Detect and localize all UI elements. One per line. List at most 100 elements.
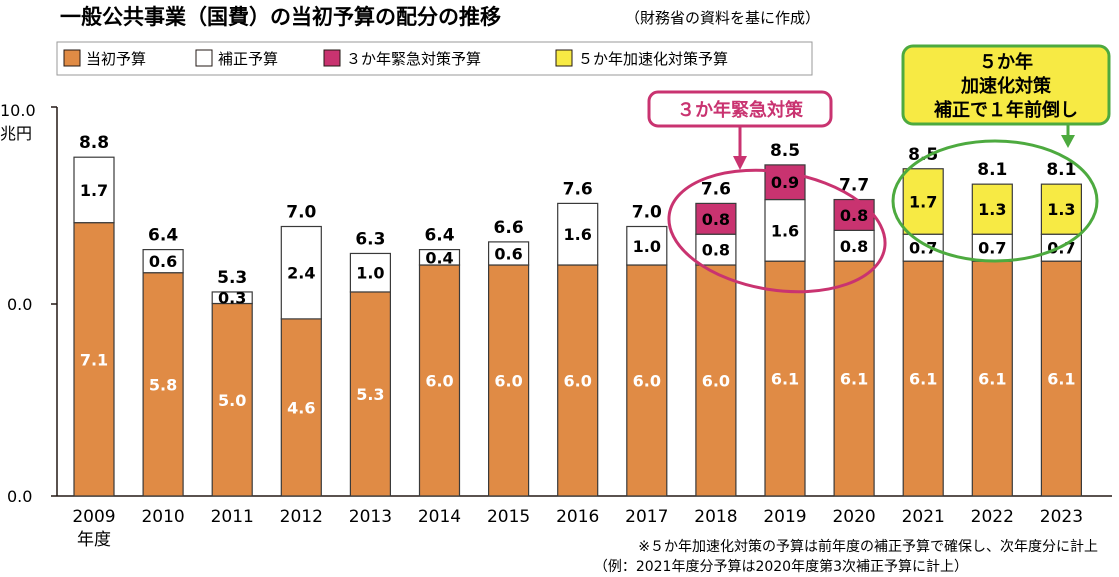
legend-label-0: 当初予算 <box>86 50 146 68</box>
bar-2016-series-1 <box>557 202 599 266</box>
bar-2020-series-2 <box>833 198 875 231</box>
bar-label-2023-series-3: 1.3 <box>1047 200 1075 219</box>
bar-label-2021-series-1: 0.7 <box>909 239 937 258</box>
accel-callout-line-2: 加速化対策 <box>960 75 1052 97</box>
bar-total-2017: 7.0 <box>632 203 662 223</box>
legend-swatch-0 <box>63 49 81 67</box>
x-tick-2009: 2009 <box>72 507 115 527</box>
bar-label-2022-series-0: 6.1 <box>978 370 1006 389</box>
bar-total-2009: 8.8 <box>79 133 109 153</box>
legend-label-3: ５か年加速化対策予算 <box>578 50 728 68</box>
bar-2020-series-0 <box>833 260 875 497</box>
bar-2014-series-1 <box>418 249 461 266</box>
x-tick-2010: 2010 <box>141 507 184 527</box>
legend-swatch-2 <box>323 49 341 67</box>
bar-label-2015-series-0: 6.0 <box>494 372 522 391</box>
legend: 当初予算 補正予算 ３か年緊急対策予算 ５か年加速化対策予算 <box>63 49 728 68</box>
chart-subtitle: （財務省の資料を基に作成） <box>625 9 820 27</box>
bar-label-2021-series-0: 6.1 <box>909 370 937 389</box>
bar-label-2012-series-0: 4.6 <box>287 398 315 417</box>
bar-label-2023-series-0: 6.1 <box>1047 370 1075 389</box>
bar-label-2018-series-2: 0.8 <box>702 210 730 229</box>
x-tick-2019: 2019 <box>763 507 806 527</box>
bar-label-2017-series-1: 1.0 <box>633 237 661 256</box>
bar-2021-series-3 <box>902 168 944 235</box>
bar-2023-series-0 <box>1040 260 1083 497</box>
bar-total-2014: 6.4 <box>424 226 454 246</box>
bar-label-2009-series-1: 1.7 <box>80 181 108 200</box>
legend-label-1: 補正予算 <box>218 50 278 68</box>
x-tick-2013: 2013 <box>349 507 392 527</box>
x-tick-2015: 2015 <box>487 507 530 527</box>
x-tick-2016: 2016 <box>556 507 599 527</box>
bar-label-2022-series-1: 0.7 <box>978 239 1006 258</box>
bar-label-2020-series-1: 0.8 <box>840 237 868 256</box>
x-tick-2018: 2018 <box>694 507 737 527</box>
accel-callout-arrow-head <box>1061 135 1075 148</box>
bar-2012-series-1 <box>280 225 322 320</box>
bar-label-2019-series-0: 6.1 <box>771 370 799 389</box>
x-tick-2014: 2014 <box>418 507 461 527</box>
bar-total-2023: 8.1 <box>1046 160 1076 180</box>
x-tick-2023: 2023 <box>1040 507 1083 527</box>
bar-label-2020-series-2: 0.8 <box>840 206 868 225</box>
bars: 7.11.78.85.80.66.45.00.35.34.62.47.05.31… <box>73 133 1083 497</box>
accel-callout-box <box>901 44 1111 126</box>
bar-label-2013-series-1: 1.0 <box>356 264 384 283</box>
bar-label-2014-series-1: 0.4 <box>425 248 453 267</box>
bar-label-2016-series-1: 1.6 <box>564 225 592 244</box>
bar-label-2015-series-1: 0.6 <box>494 244 522 263</box>
accel-callout-line-3: 補正で１年前倒し <box>933 99 1078 121</box>
y-tick-top: 10.0 <box>0 101 36 120</box>
emergency-callout-box <box>647 90 833 128</box>
accel-highlight-ellipse <box>891 139 1099 263</box>
bar-total-2020: 7.7 <box>839 176 869 196</box>
bar-2022-series-3 <box>971 183 1013 235</box>
bar-label-2010-series-0: 5.8 <box>149 375 177 394</box>
legend-swatch-3 <box>555 49 573 67</box>
legend-box <box>56 41 813 76</box>
x-tick-2012: 2012 <box>280 507 323 527</box>
x-unit-label: 年度 <box>77 530 111 550</box>
bar-2010-series-0 <box>142 272 184 497</box>
legend-swatch-1 <box>195 49 213 67</box>
footnote-1: ※５か年加速化対策の予算は前年度の補正予算で確保し、次年度分に計上 <box>638 538 1098 555</box>
bar-total-2013: 6.3 <box>355 229 385 249</box>
x-tick-2022: 2022 <box>971 507 1014 527</box>
bar-total-2016: 7.6 <box>563 179 593 199</box>
bar-total-2012: 7.0 <box>286 203 316 223</box>
x-tick-2017: 2017 <box>625 507 668 527</box>
bar-2011-series-1 <box>211 291 253 305</box>
bar-label-2020-series-0: 6.1 <box>840 370 868 389</box>
bar-label-2018-series-0: 6.0 <box>702 372 730 391</box>
bar-2023-series-3 <box>1040 183 1083 235</box>
bar-2015-series-1 <box>488 241 530 266</box>
bar-total-2015: 6.6 <box>494 218 524 238</box>
bar-2013-series-0 <box>349 291 391 497</box>
emergency-callout-text: ３か年緊急対策 <box>677 99 804 121</box>
emergency-callout-arrow-head <box>733 156 747 170</box>
bar-2019-series-0 <box>764 260 806 497</box>
bar-2021-series-0 <box>902 260 944 497</box>
bar-2013-series-1 <box>349 252 391 293</box>
x-tick-2020: 2020 <box>832 507 875 527</box>
bar-total-2019: 8.5 <box>770 141 800 161</box>
bar-total-2010: 6.4 <box>148 226 178 246</box>
bar-label-2016-series-0: 6.0 <box>564 372 592 391</box>
bar-2010-series-1 <box>142 249 184 274</box>
bar-label-2012-series-1: 2.4 <box>287 264 315 283</box>
bar-2012-series-0 <box>280 318 322 497</box>
bar-label-2011-series-0: 5.0 <box>218 391 246 410</box>
bar-label-2010-series-1: 0.6 <box>149 252 177 271</box>
bar-total-2022: 8.1 <box>977 160 1007 180</box>
bar-2009-series-0 <box>73 222 115 497</box>
bar-total-2011: 5.3 <box>217 268 247 288</box>
accel-callout-line-1: ５か年 <box>979 51 1033 73</box>
bar-label-2019-series-1: 1.6 <box>771 221 799 240</box>
emergency-highlight-ellipse <box>667 168 887 294</box>
y-unit-label: 兆円 <box>0 124 32 143</box>
bar-label-2018-series-1: 0.8 <box>702 241 730 260</box>
x-tick-2011: 2011 <box>211 507 254 527</box>
